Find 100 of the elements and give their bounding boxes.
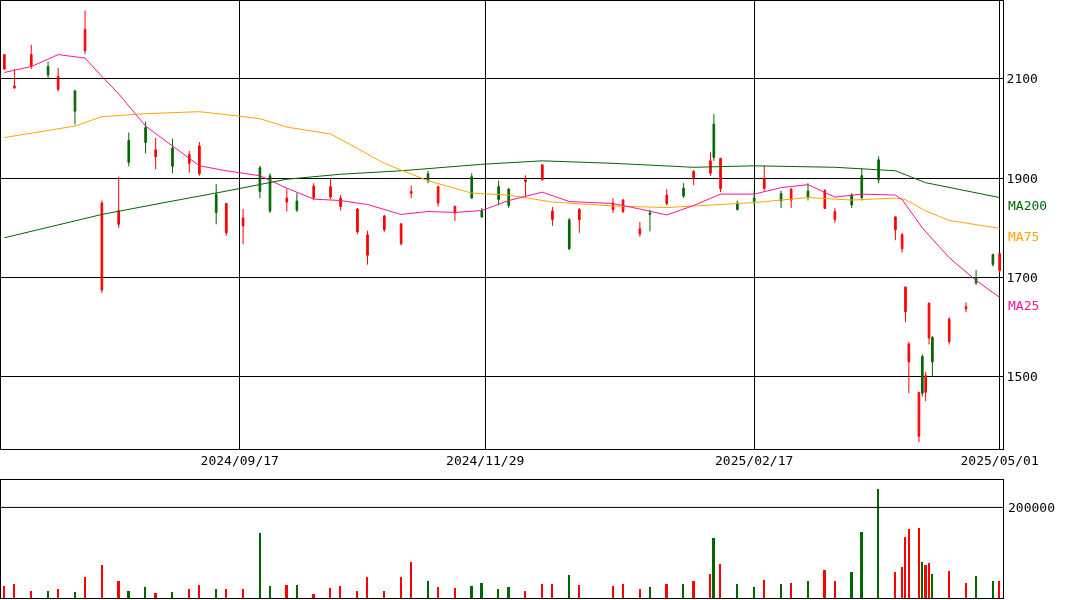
- bar: [894, 571, 896, 598]
- bar: [154, 592, 157, 598]
- bar: [507, 586, 510, 598]
- bar: [948, 570, 950, 598]
- candlestick: [551, 206, 554, 227]
- bar: [639, 588, 641, 598]
- candlestick: [806, 182, 810, 202]
- x-tick-label: 2024/09/17: [200, 453, 279, 469]
- candlestick: [117, 176, 121, 229]
- candlestick: [907, 341, 911, 394]
- series-label: MA200: [1008, 198, 1048, 213]
- bar: [242, 588, 244, 598]
- x-tick-label: 2024/11/29: [446, 453, 525, 469]
- bar: [383, 590, 385, 598]
- bar: [908, 528, 910, 598]
- bar: [117, 580, 120, 598]
- candlestick: [762, 165, 766, 192]
- bar: [470, 585, 473, 598]
- candlestick: [224, 202, 228, 237]
- candlestick: [833, 207, 837, 224]
- bar: [719, 563, 721, 598]
- text: 200000: [1008, 500, 1055, 515]
- bar: [356, 590, 358, 598]
- candlestick: [56, 67, 60, 92]
- bar: [965, 582, 967, 598]
- candlestick: [917, 391, 921, 443]
- bar: [339, 585, 341, 598]
- candlestick: [241, 208, 245, 245]
- bar: [30, 590, 32, 598]
- candlestick: [258, 165, 262, 199]
- candlestick: [83, 9, 87, 55]
- candlestick: [638, 221, 642, 238]
- candlestick: [648, 208, 652, 232]
- candlestick: [964, 301, 968, 313]
- bar: [931, 573, 933, 598]
- bar: [437, 586, 439, 598]
- bar: [877, 488, 879, 598]
- bar: [312, 593, 315, 598]
- candlestick: [823, 188, 827, 210]
- candlestick: [366, 230, 369, 266]
- bar: [753, 586, 755, 598]
- bar: [497, 588, 499, 598]
- candlestick: [46, 61, 50, 80]
- bar: [692, 580, 695, 598]
- bar: [101, 564, 103, 598]
- candlestick: [719, 157, 722, 193]
- candlestick: [497, 180, 500, 207]
- bar: [198, 584, 200, 598]
- candlestick: [692, 169, 695, 186]
- line-series: [3, 111, 1001, 229]
- bar: [924, 564, 927, 598]
- bar: [622, 583, 624, 598]
- bar: [649, 586, 651, 598]
- candlestick: [73, 89, 77, 126]
- bar: [188, 588, 190, 598]
- y-tick-label: 1900: [1006, 170, 1038, 186]
- bar: [329, 587, 331, 598]
- candlestick: [924, 371, 927, 402]
- candlestick: [127, 132, 131, 167]
- candlestick: [480, 207, 484, 219]
- candlestick: [712, 113, 716, 162]
- bar: [225, 588, 227, 598]
- bar: [578, 584, 580, 598]
- y-tick-label: 2100: [1006, 71, 1038, 87]
- bar: [709, 573, 711, 598]
- bar: [682, 583, 684, 598]
- bar: [807, 580, 809, 598]
- bar: [551, 583, 553, 598]
- bar: [427, 580, 429, 598]
- candlestick: [894, 215, 897, 241]
- bar: [454, 587, 456, 598]
- series-label: MA75: [1008, 229, 1040, 244]
- candlestick: [665, 188, 669, 207]
- y-tick-label: 1500: [1006, 369, 1038, 385]
- candlestick: [860, 167, 864, 202]
- bar: [921, 561, 923, 598]
- candlestick: [198, 141, 201, 177]
- bar: [285, 584, 288, 598]
- candlestick: [947, 316, 951, 346]
- candlestick: [312, 182, 316, 201]
- candlestick: [682, 182, 685, 199]
- bar: [712, 537, 715, 598]
- candlestick: [991, 253, 995, 268]
- bar: [928, 562, 930, 598]
- candlestick: [541, 163, 544, 182]
- candlestick: [285, 188, 289, 212]
- bar: [541, 583, 543, 598]
- x-tick-label: 2025/05/01: [960, 453, 1039, 469]
- candlestick: [339, 194, 342, 211]
- line-series: [3, 160, 1001, 239]
- bar: [763, 579, 765, 598]
- bar: [74, 591, 76, 598]
- bar: [269, 585, 271, 598]
- candlestick: [931, 335, 934, 378]
- bar: [850, 571, 853, 598]
- bar: [259, 532, 261, 598]
- candlestick: [470, 172, 474, 200]
- bar: [215, 588, 217, 598]
- bar: [296, 584, 298, 598]
- bar: [13, 583, 15, 598]
